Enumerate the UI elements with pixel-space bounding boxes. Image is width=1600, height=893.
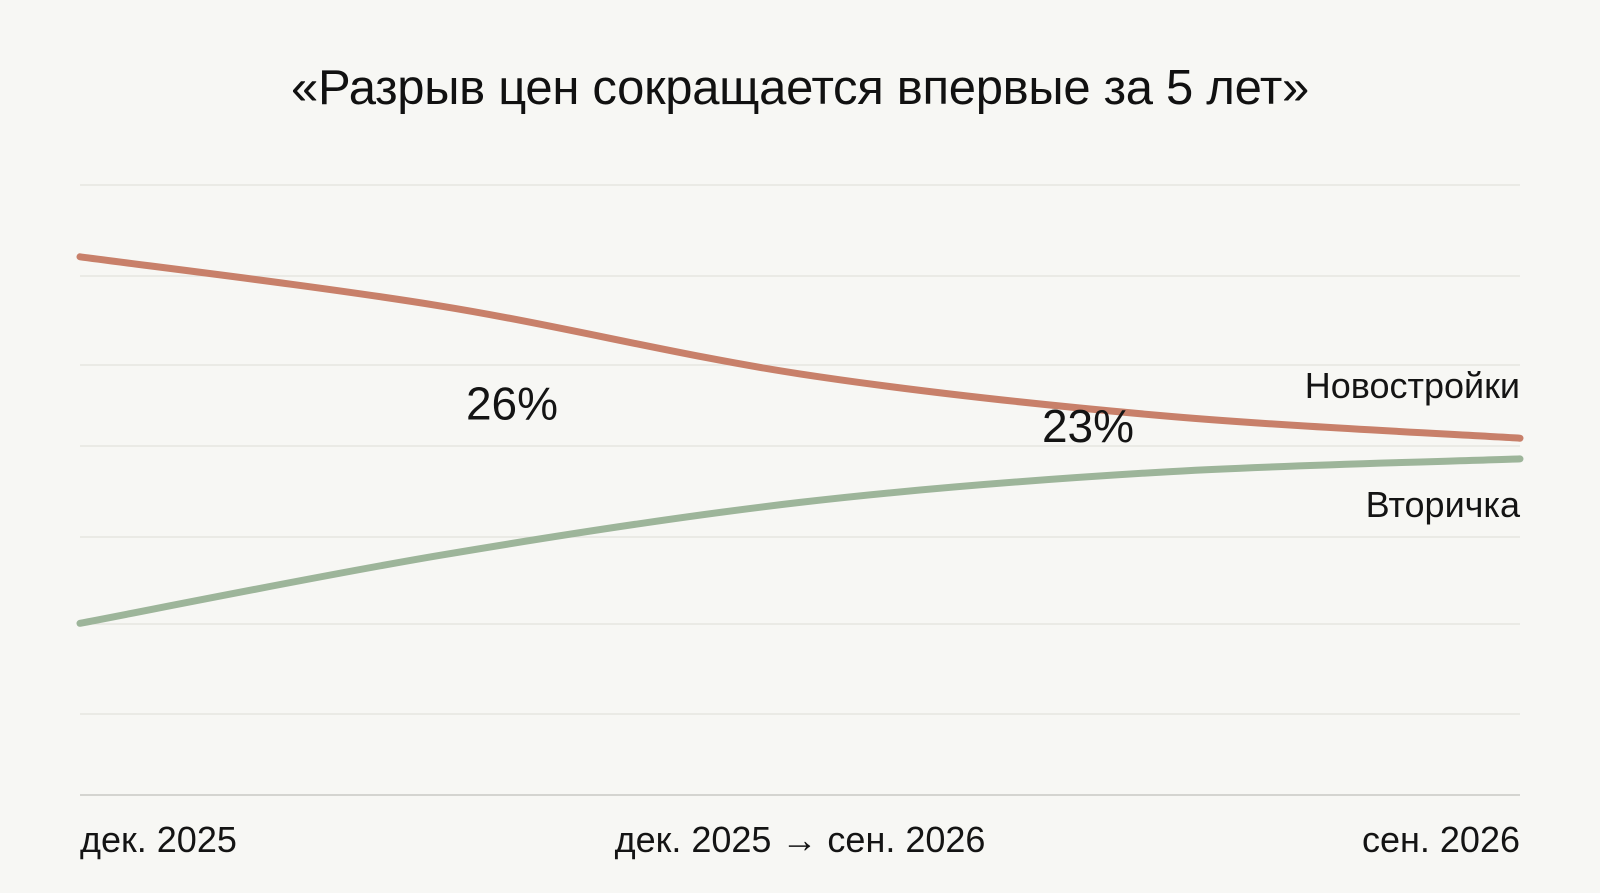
chart-labels: Новостройки Вторичка 26% 23% дек. 2025 дек. 2… [80,365,1521,860]
series-lines [76,253,1524,627]
x-tick-label: дек. 2025 → сен. 2026 [615,819,986,860]
series-line-new-buildings [76,253,1524,442]
series-label-secondary-market: Вторичка [1366,484,1521,525]
series-label-new-buildings: Новостройки [1305,365,1520,406]
x-tick-label: сен. 2026 [1362,819,1520,860]
series-line-secondary-market [76,455,1524,627]
gap-annotation: 23% [1042,400,1134,452]
x-tick-label: дек. 2025 [80,819,237,860]
gridlines [80,184,1520,796]
chart-title: «Разрыв цен сокращается впервые за 5 лет… [291,61,1309,115]
gap-annotation: 26% [466,377,558,429]
